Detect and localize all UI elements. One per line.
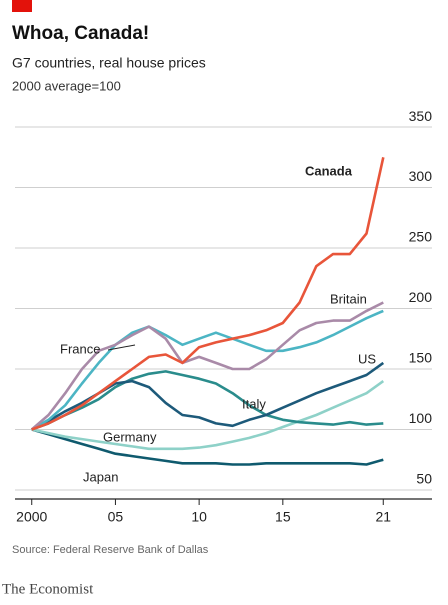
series-label: Japan [83, 469, 118, 484]
chart-title: Whoa, Canada! [12, 23, 149, 44]
series-line [31, 380, 385, 451]
source: Source: Federal Reserve Bank of Dallas [12, 544, 209, 556]
brand-tag [12, 0, 32, 12]
series-label: Italy [242, 396, 266, 411]
series-label: Germany [103, 429, 157, 444]
y-tick-label: 150 [409, 350, 433, 366]
series-label: France [60, 341, 100, 356]
chart-note: 2000 average=100 [12, 78, 121, 93]
y-tick-label: 350 [409, 108, 433, 124]
x-tick-label: 21 [375, 509, 391, 525]
x-tick-label: 05 [108, 509, 124, 525]
series-line [31, 157, 385, 431]
series-line [31, 370, 384, 431]
series-label: US [358, 351, 376, 366]
y-tick-label: 300 [409, 168, 433, 184]
series-line [30, 301, 384, 431]
chart-subtitle: G7 countries, real house prices [12, 55, 206, 71]
y-tick-label: 250 [409, 229, 433, 245]
y-tick-label: 100 [409, 410, 433, 426]
series-line [31, 309, 384, 431]
label-leader [107, 344, 136, 351]
x-tick-label: 15 [275, 509, 291, 525]
x-tick-label: 2000 [16, 509, 47, 525]
y-tick-label: 50 [416, 471, 432, 487]
series-line [31, 428, 384, 466]
series-label: Britain [330, 291, 367, 306]
x-tick-label: 10 [191, 509, 207, 525]
series-label: Canada [305, 163, 353, 178]
publisher: The Economist [2, 581, 94, 597]
y-tick-label: 200 [409, 289, 433, 305]
series-line [31, 361, 385, 431]
